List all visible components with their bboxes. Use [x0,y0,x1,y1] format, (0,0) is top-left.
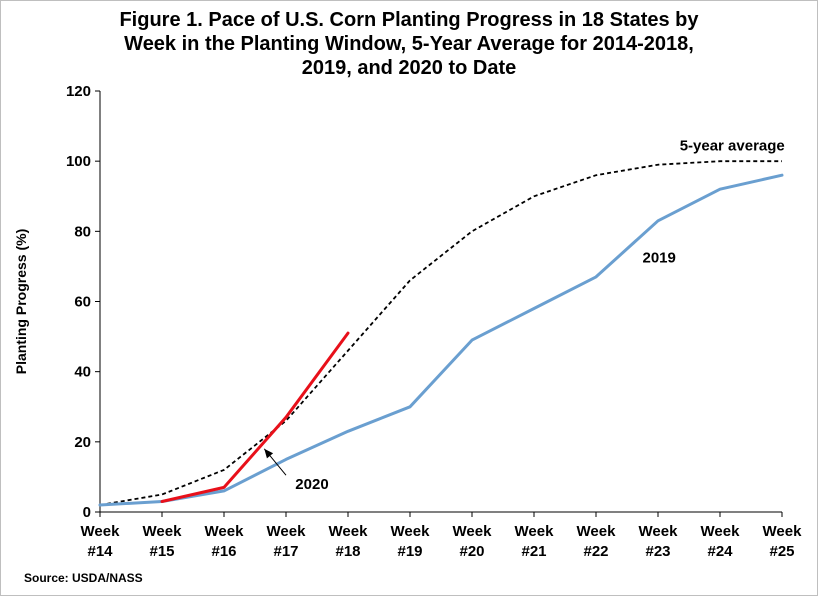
y-axis-ticks: 0 20 40 60 80 100 120 [66,83,100,521]
source-note: Source: USDA/NASS [24,571,143,585]
chart-title-line-1: Figure 1. Pace of U.S. Corn Planting Pro… [119,9,699,31]
x-tick-label: Week #20 [453,523,493,560]
series-label-5-year-average: 5-year average [680,137,785,154]
x-tick-label: Week #21 [515,523,555,560]
x-tick-label: Week #19 [391,523,431,560]
x-tick-label: Week #23 [639,523,679,560]
arrow-2020-head [264,448,274,459]
y-tick-label: 20 [74,434,91,451]
series-line-2019 [98,173,784,507]
x-tick-label: Week #18 [329,523,369,560]
y-tick-label: 60 [74,294,91,311]
y-tick-label: 0 [83,504,91,521]
y-tick-label: 120 [66,83,91,100]
x-tick-label: Week #14 [81,523,121,560]
y-tick-label: 40 [74,364,91,381]
series-group [98,160,784,507]
x-axis-ticks: Week #14 Week #15 Week #16 Week #17 Week #18 Week #… [81,512,803,560]
y-tick-label: 100 [66,153,91,170]
series-line-2020 [160,331,350,503]
x-tick-label: Week #17 [267,523,307,560]
x-tick-label: Week #16 [205,523,245,560]
chart-title-line-2: Week in the Planting Window, 5-Year Aver… [124,33,694,55]
y-axis-label: Planting Progress (%) [13,229,29,374]
series-label-2019: 2019 [643,250,676,267]
series-label-2020: 2020 [295,476,328,493]
x-tick-label: Week #22 [577,523,617,560]
y-tick-label: 80 [74,223,91,240]
x-tick-label: Week #24 [701,523,741,560]
chart-title-line-3: 2019, and 2020 to Date [301,57,517,79]
chart-title: Figure 1. Pace of U.S. Corn Planting Pro… [0,8,818,80]
annotations: 5-year average 2019 2020 [263,137,785,493]
x-tick-label: Week #25 [763,523,803,560]
series-line-5-year-average [99,160,782,506]
x-tick-label: Week #15 [143,523,183,560]
